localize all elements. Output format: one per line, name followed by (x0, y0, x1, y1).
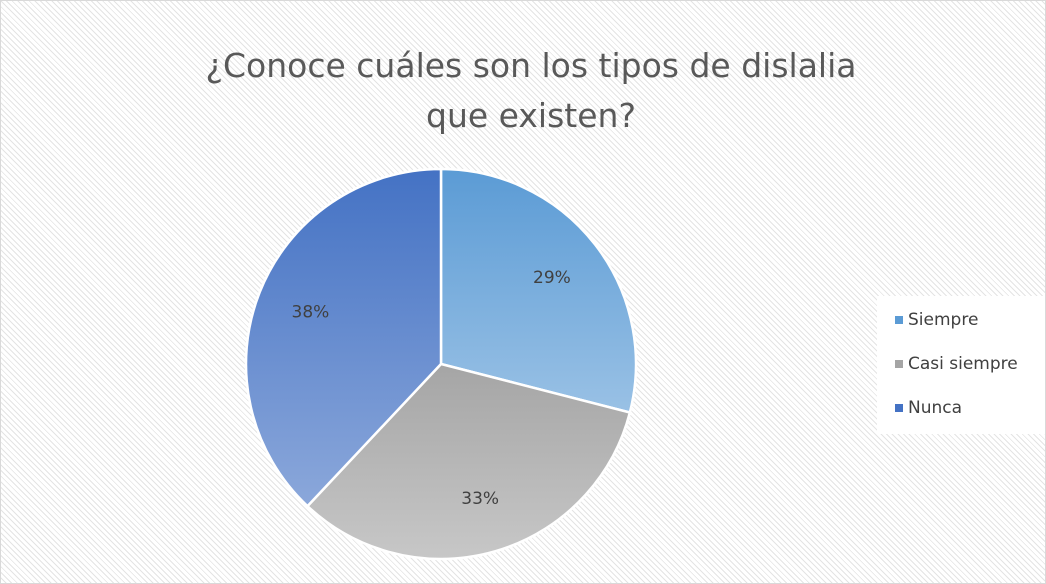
legend-marker (895, 404, 903, 412)
data-label: 33% (461, 489, 499, 509)
pie-slice (305, 362, 632, 561)
data-label: 38% (292, 302, 330, 322)
pie-slice (244, 167, 443, 508)
legend-label: Casi siempre (908, 354, 1018, 374)
legend-label: Nunca (908, 398, 962, 418)
legend-marker (895, 316, 903, 324)
legend-label: Siempre (908, 310, 978, 330)
data-label: 29% (533, 268, 571, 288)
legend-box (877, 296, 1045, 434)
legend-marker (895, 360, 903, 368)
pie-slice (439, 167, 638, 415)
chart-title: ¿Conoce cuáles son los tipos de dislalia… (205, 46, 857, 135)
